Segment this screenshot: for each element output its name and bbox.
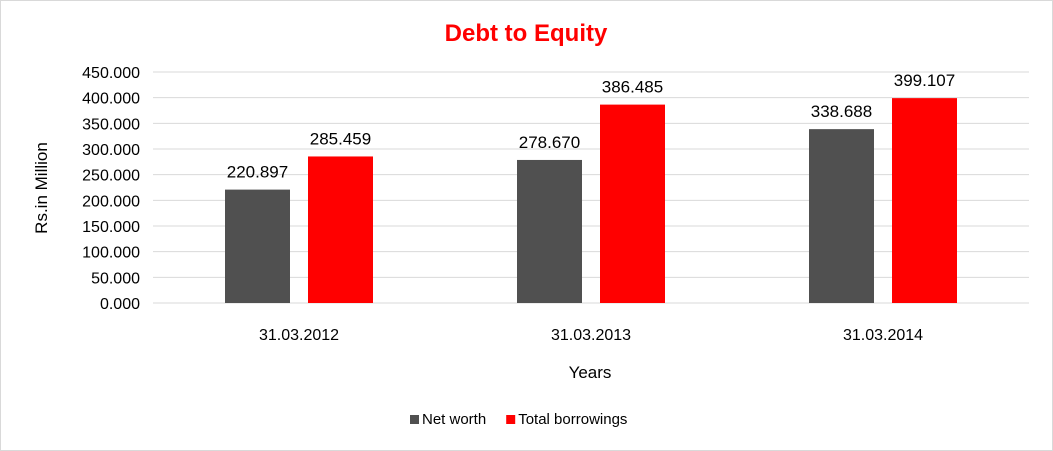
data-label: 220.897 <box>227 163 288 182</box>
gridlines <box>153 71 1029 304</box>
y-axis-ticks: 0.000 50.000 100.000 150.000 200.000 250.000 3… <box>82 65 140 313</box>
y-tick-label: 200.000 <box>82 193 140 210</box>
y-axis-label: Rs.in Million <box>32 142 51 234</box>
bar-total-borrowings <box>892 98 957 303</box>
data-label: 278.670 <box>519 133 580 152</box>
x-tick-label: 31.03.2012 <box>259 327 339 344</box>
y-tick-label: 400.000 <box>82 91 140 108</box>
data-label: 338.688 <box>811 102 872 121</box>
y-tick-label: 0.000 <box>100 296 140 313</box>
bar-total-borrowings <box>308 156 373 303</box>
bars <box>225 98 957 303</box>
y-tick-label: 300.000 <box>82 142 140 159</box>
x-tick-label: 31.03.2014 <box>843 327 923 344</box>
bar-net-worth <box>809 129 874 303</box>
bar-net-worth <box>225 189 290 303</box>
y-tick-label: 50.000 <box>91 270 140 287</box>
x-axis-label: Years <box>569 363 612 382</box>
bar-total-borrowings <box>600 104 665 303</box>
data-label: 386.485 <box>602 78 663 97</box>
legend-swatch <box>506 415 516 424</box>
chart-title: Debt to Equity <box>445 20 608 47</box>
x-axis-ticks: 31.03.2012 31.03.2013 31.03.2014 <box>259 327 923 344</box>
legend: Net worth Total borrowings <box>410 411 627 428</box>
y-tick-label: 250.000 <box>82 168 140 185</box>
legend-label: Net worth <box>422 411 486 428</box>
data-label: 399.107 <box>894 71 955 90</box>
y-tick-label: 150.000 <box>82 219 140 236</box>
y-tick-label: 100.000 <box>82 245 140 262</box>
y-tick-label: 350.000 <box>82 116 140 133</box>
legend-label: Total borrowings <box>518 411 627 428</box>
x-tick-label: 31.03.2013 <box>551 327 631 344</box>
bar-net-worth <box>517 159 582 303</box>
data-labels: 220.897 285.459 278.670 386.485 338.688 399.1… <box>227 71 955 181</box>
data-label: 285.459 <box>310 129 371 148</box>
legend-swatch <box>410 415 419 424</box>
y-tick-label: 450.000 <box>82 65 140 82</box>
